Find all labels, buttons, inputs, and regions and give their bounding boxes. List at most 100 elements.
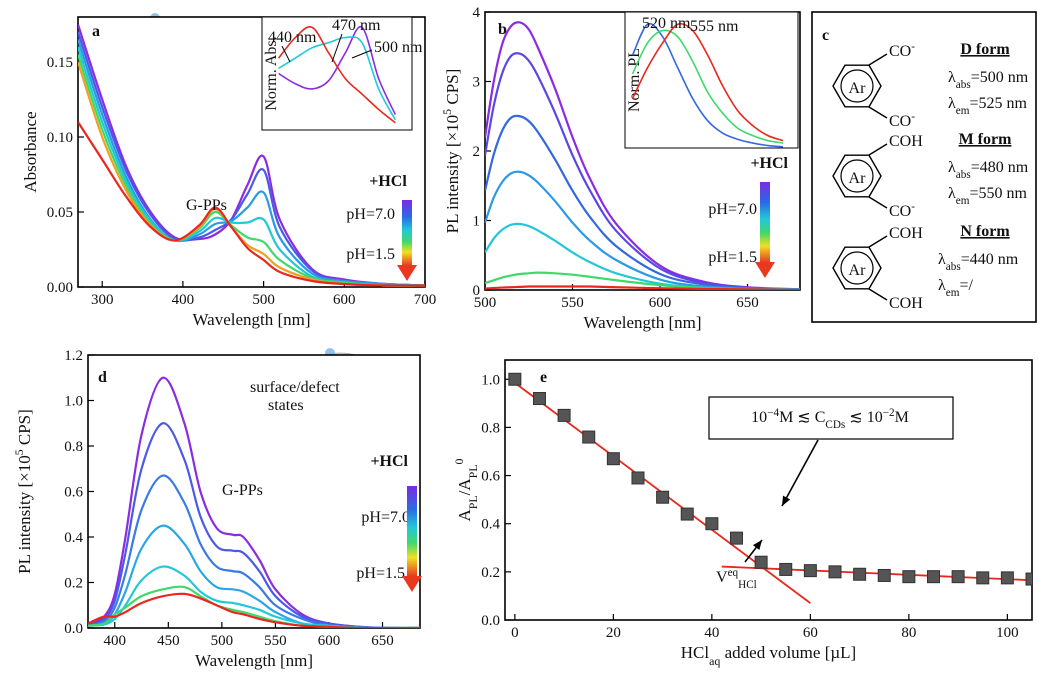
- annotation-part: eq: [728, 567, 739, 579]
- x-tick-label: 450: [157, 633, 180, 649]
- functional-group: CO-: [889, 201, 915, 220]
- ring-label: Ar: [849, 170, 867, 187]
- arrow-head: [782, 495, 791, 506]
- y-tick-label: 0.8: [481, 420, 500, 436]
- annotation-part: M ≲ C: [779, 409, 825, 426]
- data-point: [779, 562, 793, 576]
- y-axis-label-part: /A: [455, 478, 474, 496]
- curve: [631, 22, 784, 148]
- data-point: [532, 392, 546, 406]
- annotation: G-PPs: [186, 197, 227, 214]
- form-property-part: em: [956, 195, 970, 207]
- y-axis-label: APL/APL0: [452, 458, 480, 521]
- form-name: M form: [959, 131, 1013, 148]
- annotation-part: ≲ 10: [845, 409, 882, 426]
- y-tick-label: 0.0: [481, 613, 500, 629]
- annotation: 470 nm: [332, 17, 381, 34]
- panel-label: a: [92, 23, 100, 40]
- functional-group-part: CO: [889, 113, 911, 130]
- functional-group-part: CO: [889, 203, 911, 220]
- annotation: +HCl: [369, 173, 407, 190]
- form-property-part: =550 nm: [969, 185, 1027, 202]
- annotation-part: HCl: [738, 579, 757, 591]
- y-axis-label: Norm. Abs.: [263, 36, 280, 110]
- form-property-part: abs: [956, 79, 971, 91]
- functional-group-part: -: [911, 111, 915, 123]
- data-point: [508, 372, 522, 386]
- x-tick-label: 100: [996, 625, 1019, 641]
- data-point: [1000, 571, 1014, 585]
- ph-gradient-bar: [760, 182, 770, 264]
- aromatic-circle: [840, 69, 874, 103]
- data-point: [828, 565, 842, 579]
- y-tick-label: 1: [473, 214, 481, 230]
- x-tick-label: 500: [252, 292, 275, 308]
- arrow-head: [752, 540, 762, 551]
- x-tick-label: 0: [511, 625, 519, 641]
- data-point: [853, 567, 867, 581]
- form-name: D form: [960, 41, 1010, 58]
- curve: [278, 25, 397, 115]
- form-property: λem=550 nm: [948, 185, 1027, 207]
- y-axis-label-part: PL intensity [×10: [15, 455, 34, 574]
- y-axis-label-part: 5: [440, 109, 454, 115]
- y-tick-label: 0.4: [481, 517, 500, 533]
- panel-label: b: [498, 21, 507, 38]
- curve: [485, 114, 800, 290]
- annotation-part: −4: [767, 407, 779, 419]
- data-point: [951, 570, 965, 584]
- form-property-part: λ: [948, 159, 956, 176]
- tick-pointer: [351, 49, 373, 59]
- annotation: 440 nm: [268, 29, 317, 46]
- annotation: 520 nm: [642, 15, 691, 32]
- x-tick-label: 600: [649, 295, 672, 311]
- inset-frame: [261, 16, 413, 131]
- data-point: [976, 571, 990, 585]
- functional-group: CO-: [889, 111, 915, 130]
- annotation-part: 10: [751, 409, 767, 426]
- bond: [868, 196, 888, 209]
- benzene-ring: [832, 154, 882, 198]
- annotation: pH=7.0: [361, 509, 410, 526]
- curve: [78, 121, 425, 287]
- y-axis-label-part: 5: [12, 449, 26, 455]
- y-axis-label-part: PL intensity [×10: [443, 115, 462, 234]
- x-tick-label: 700: [414, 292, 437, 308]
- y-tick-label: 0.0: [64, 621, 83, 637]
- y-tick-label: 1.0: [481, 372, 500, 388]
- curve: [485, 285, 800, 290]
- form-property-part: =440 nm: [961, 251, 1019, 268]
- x-tick-label: 20: [606, 625, 621, 641]
- x-tick-label: 400: [104, 633, 127, 649]
- x-tick-label: 400: [172, 292, 195, 308]
- annotation: pH=1.5: [356, 565, 405, 582]
- y-tick-label: 0.6: [481, 469, 500, 485]
- panel-label: d: [98, 369, 107, 386]
- y-axis-label-part: CPS]: [443, 69, 462, 109]
- y-tick-label: 0.10: [47, 130, 73, 146]
- ph-arrow-head: [755, 262, 775, 278]
- y-tick-label: 0.05: [47, 205, 73, 221]
- form-property-part: λ: [948, 69, 956, 86]
- form-property-part: λ: [938, 251, 946, 268]
- annotation-part: V: [716, 569, 728, 586]
- annotation: 10−4M ≲ CCDs ≲ 10−2M: [751, 407, 909, 431]
- functional-group-part: COH: [889, 133, 923, 150]
- form-property-part: =525 nm: [969, 95, 1027, 112]
- form-property-part: λ: [938, 277, 946, 294]
- curve: [631, 22, 784, 142]
- curve: [78, 39, 425, 287]
- data-point: [705, 517, 719, 531]
- annotation-part: M: [895, 409, 909, 426]
- functional-group-part: -: [911, 41, 915, 53]
- x-tick-label: 550: [264, 633, 287, 649]
- panel-label: e: [540, 369, 547, 386]
- functional-group: CO-: [889, 41, 915, 60]
- ph-gradient-bar: [402, 200, 412, 267]
- x-tick-label: 600: [333, 292, 356, 308]
- y-tick-label: 2: [473, 144, 481, 160]
- y-axis-label-part: A: [455, 509, 474, 522]
- y-axis-label-part: PL: [466, 495, 480, 509]
- bond: [868, 143, 888, 156]
- curve: [88, 592, 420, 628]
